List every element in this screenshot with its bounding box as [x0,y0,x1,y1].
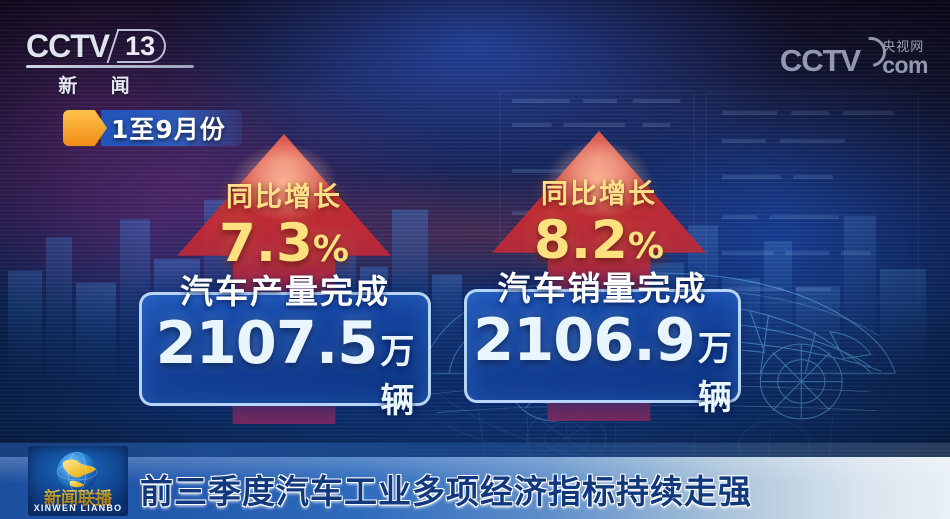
card-number-row-production: 2107.5 万辆 [156,312,415,422]
lower-third-top-strip [0,443,950,457]
program-logo: 新闻联播 XINWEN LIANBO [28,446,128,516]
lower-third-banner: 新闻联播 XINWEN LIANBO 前三季度汽车工业多项经济指标持续走强 [0,443,950,519]
program-name-cn: 新闻联播 [28,484,128,509]
program-name-en: XINWEN LIANBO [33,503,123,513]
lower-third-band [0,457,950,519]
card-number-sales: 2106.9 [473,305,696,374]
card-unit-sales: 万辆 [697,329,732,418]
card-number-row-sales: 2106.9 万辆 [473,309,732,419]
card-number-production: 2107.5 [155,308,379,377]
stat-card-production: 汽车产量完成 2107.5 万辆 [139,273,431,421]
globe-icon [56,451,98,493]
news-headline: 前三季度汽车工业多项经济指标持续走强 [140,472,752,511]
card-unit-production: 万辆 [380,332,415,421]
period-label: 1至9月份 [101,110,242,146]
card-title-sales: 汽车销量完成 [497,269,708,308]
period-badge: 1至9月份 [63,110,242,146]
stat-card-sales: 汽车销量完成 2106.9 万辆 [464,270,741,418]
card-title-production: 汽车产量完成 [180,272,390,311]
